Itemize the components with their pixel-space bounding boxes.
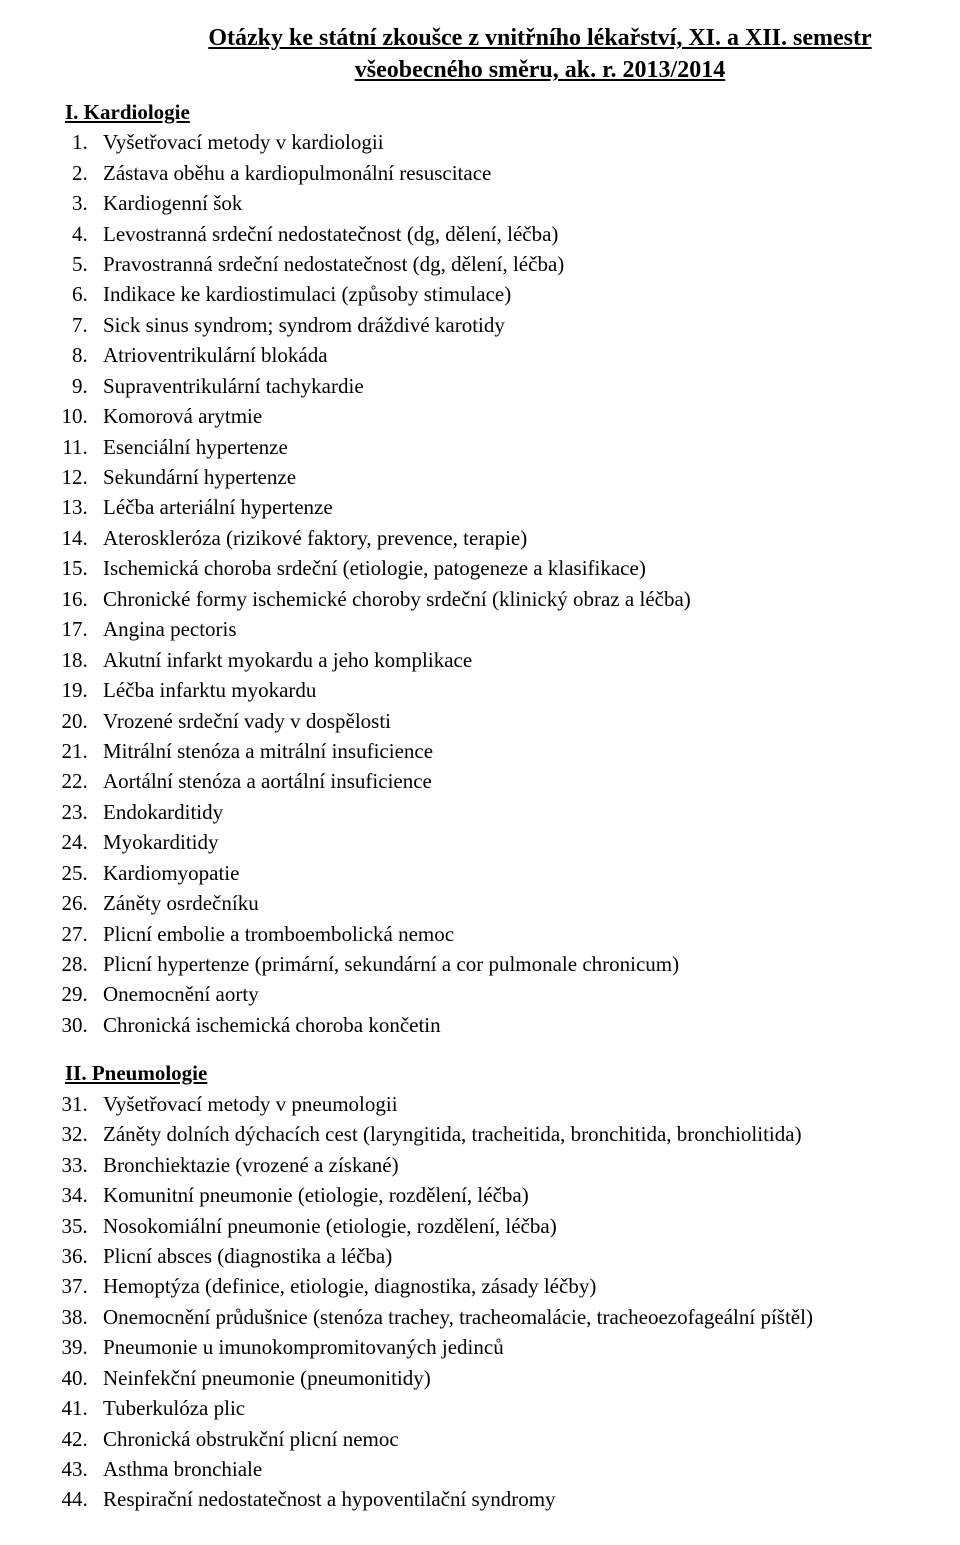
list-item: Plicní absces (diagnostika a léčba) (93, 1241, 960, 1271)
list-item: Ateroskleróza (rizikové faktory, prevenc… (93, 523, 960, 553)
list-item: Asthma bronchiale (93, 1454, 960, 1484)
question-list: Vyšetřovací metody v kardiologiiZástava … (65, 127, 960, 1040)
list-item: Chronická obstrukční plicní nemoc (93, 1424, 960, 1454)
list-item: Onemocnění průdušnice (stenóza trachey, … (93, 1302, 960, 1332)
list-item: Pneumonie u imunokompromitovaných jedinc… (93, 1332, 960, 1362)
list-item: Vyšetřovací metody v pneumologii (93, 1089, 960, 1119)
list-item: Respirační nedostatečnost a hypoventilač… (93, 1484, 960, 1514)
list-item: Kardiomyopatie (93, 858, 960, 888)
list-item: Záněty osrdečníku (93, 888, 960, 918)
list-item: Atrioventrikulární blokáda (93, 340, 960, 370)
question-list: Vyšetřovací metody v pneumologiiZáněty d… (65, 1089, 960, 1515)
list-item: Plicní embolie a tromboembolická nemoc (93, 919, 960, 949)
list-item: Neinfekční pneumonie (pneumonitidy) (93, 1363, 960, 1393)
list-item: Indikace ke kardiostimulaci (způsoby sti… (93, 279, 960, 309)
list-item: Plicní hypertenze (primární, sekundární … (93, 949, 960, 979)
list-item: Esenciální hypertenze (93, 432, 960, 462)
list-item: Léčba infarktu myokardu (93, 675, 960, 705)
list-item: Akutní infarkt myokardu a jeho komplikac… (93, 645, 960, 675)
list-item: Bronchiektazie (vrozené a získané) (93, 1150, 960, 1180)
list-item: Sekundární hypertenze (93, 462, 960, 492)
list-item: Hemoptýza (definice, etiologie, diagnost… (93, 1271, 960, 1301)
list-item: Vyšetřovací metody v kardiologii (93, 127, 960, 157)
list-item: Levostranná srdeční nedostatečnost (dg, … (93, 219, 960, 249)
list-item: Léčba arteriální hypertenze (93, 492, 960, 522)
list-item: Onemocnění aorty (93, 979, 960, 1009)
list-item: Endokarditidy (93, 797, 960, 827)
title-line-2: všeobecného směru, ak. r. 2013/2014 (65, 54, 960, 86)
list-item: Nosokomiální pneumonie (etiologie, rozdě… (93, 1211, 960, 1241)
list-item: Vrozené srdeční vady v dospělosti (93, 706, 960, 736)
list-item: Kardiogenní šok (93, 188, 960, 218)
list-item: Chronické formy ischemické choroby srdeč… (93, 584, 960, 614)
list-item: Angina pectoris (93, 614, 960, 644)
title-line-1: Otázky ke státní zkoušce z vnitřního lék… (65, 22, 960, 54)
sections-container: I. KardiologieVyšetřovací metody v kardi… (65, 97, 960, 1515)
section-heading: I. Kardiologie (65, 97, 960, 127)
list-item: Sick sinus syndrom; syndrom dráždivé kar… (93, 310, 960, 340)
list-item: Tuberkulóza plic (93, 1393, 960, 1423)
list-item: Myokarditidy (93, 827, 960, 857)
list-item: Supraventrikulární tachykardie (93, 371, 960, 401)
list-item: Aortální stenóza a aortální insuficience (93, 766, 960, 796)
list-item: Komorová arytmie (93, 401, 960, 431)
document-title: Otázky ke státní zkoušce z vnitřního lék… (65, 22, 960, 87)
section-heading: II. Pneumologie (65, 1058, 960, 1088)
list-item: Mitrální stenóza a mitrální insuficience (93, 736, 960, 766)
list-item: Pravostranná srdeční nedostatečnost (dg,… (93, 249, 960, 279)
list-item: Komunitní pneumonie (etiologie, rozdělen… (93, 1180, 960, 1210)
list-item: Ischemická choroba srdeční (etiologie, p… (93, 553, 960, 583)
list-item: Zástava oběhu a kardiopulmonální resusci… (93, 158, 960, 188)
list-item: Záněty dolních dýchacích cest (laryngiti… (93, 1119, 960, 1149)
list-item: Chronická ischemická choroba končetin (93, 1010, 960, 1040)
